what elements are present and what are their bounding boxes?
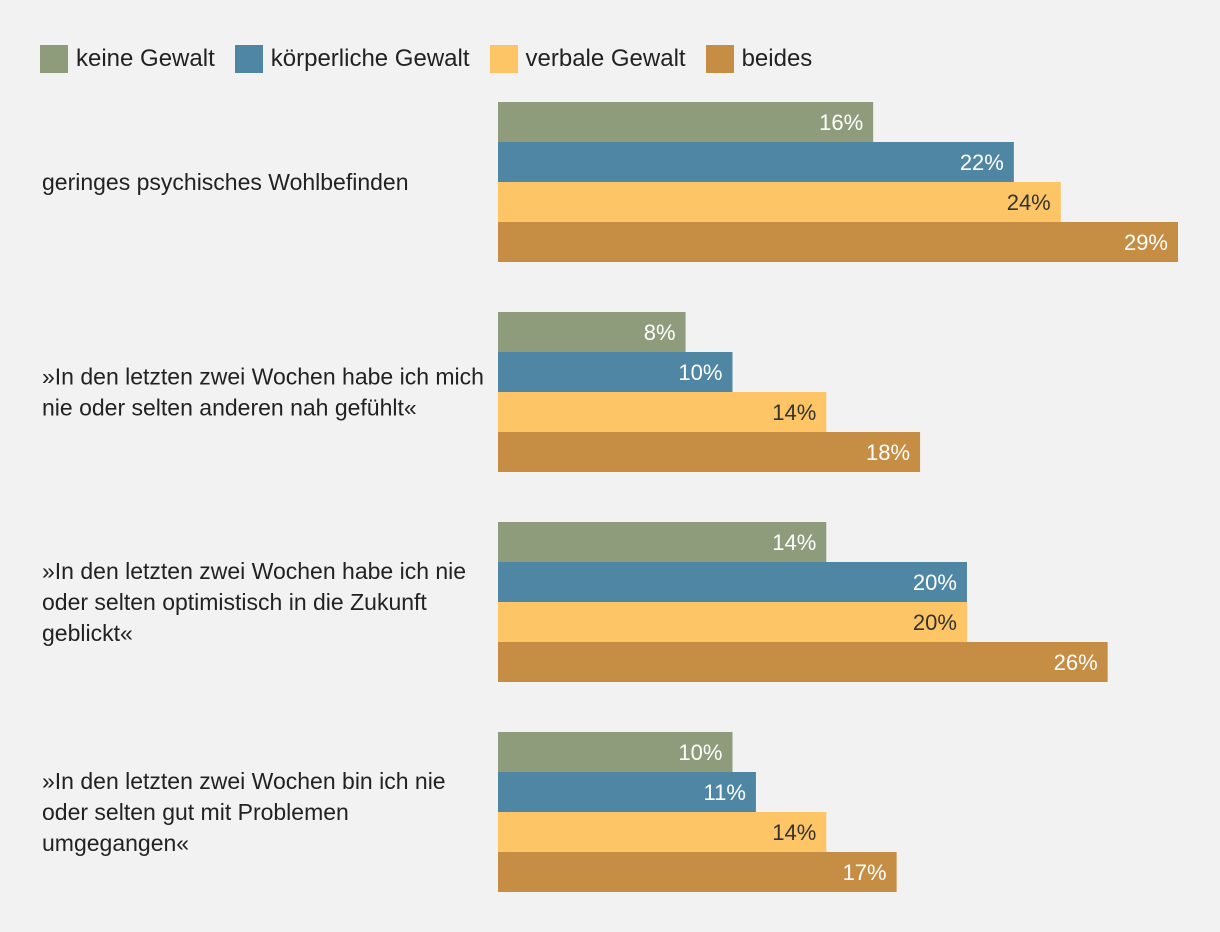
bar-verbale-gewalt-2 — [498, 392, 827, 432]
bar-beides-3 — [498, 642, 1108, 682]
category-label-line: »In den letzten zwei Wochen habe ich mic… — [42, 364, 484, 390]
legend-swatch-koerperliche-gewalt — [234, 45, 263, 73]
bar-verbale-gewalt-3 — [498, 602, 967, 642]
category-label-1: geringes psychisches Wohlbefinden — [42, 169, 409, 195]
legend: keine Gewalt körperliche Gewalt verbale … — [40, 44, 832, 74]
category-label-line: geringes psychisches Wohlbefinden — [42, 169, 409, 195]
bar-verbale-gewalt-1 — [498, 182, 1061, 222]
data-label-verbale-gewalt-3: 20% — [913, 610, 957, 635]
data-label-beides-3: 26% — [1054, 650, 1098, 675]
category-label-line: oder selten gut mit Problemen — [42, 799, 349, 825]
data-label-koerperliche-gewalt-1: 22% — [960, 150, 1004, 175]
data-label-koerperliche-gewalt-3: 20% — [913, 570, 957, 595]
bar-koerperliche-gewalt-1 — [498, 142, 1014, 182]
bar-koerperliche-gewalt-2 — [498, 352, 733, 392]
legend-swatch-verbale-gewalt — [489, 45, 518, 73]
legend-label-beides: beides — [741, 45, 813, 72]
category-label-4: »In den letzten zwei Wochen bin ich nie o… — [42, 768, 446, 856]
category-label-line: nie oder selten anderen nah gefühlt« — [42, 395, 417, 421]
bar-keine-gewalt-1 — [498, 102, 874, 142]
bar-beides-4 — [498, 852, 897, 892]
data-label-keine-gewalt-4: 10% — [678, 740, 722, 765]
legend-label-koerperliche-gewalt: körperliche Gewalt — [270, 45, 470, 72]
data-label-beides-1: 29% — [1124, 230, 1168, 255]
legend-item-beides: beides — [705, 45, 813, 73]
bar-koerperliche-gewalt-3 — [498, 562, 967, 602]
category-label-2: »In den letzten zwei Wochen habe ich mic… — [42, 364, 484, 421]
data-label-koerperliche-gewalt-4: 11% — [704, 780, 746, 805]
legend-swatch-keine-gewalt — [40, 45, 68, 73]
category-label-line: geblickt« — [42, 620, 133, 646]
legend-label-keine-gewalt: keine Gewalt — [76, 45, 215, 72]
data-label-koerperliche-gewalt-2: 10% — [678, 360, 722, 385]
bar-keine-gewalt-3 — [498, 522, 827, 562]
legend-item-verbale-gewalt: verbale Gewalt — [489, 45, 686, 73]
data-label-beides-4: 17% — [843, 860, 887, 885]
category-label-line: umgegangen« — [42, 830, 189, 856]
data-label-verbale-gewalt-1: 24% — [1007, 190, 1051, 215]
category-label-line: oder selten optimistisch in die Zukunft — [42, 589, 427, 615]
category-label-line: »In den letzten zwei Wochen bin ich nie — [42, 768, 446, 794]
data-label-keine-gewalt-1: 16% — [819, 110, 863, 135]
legend-item-koerperliche-gewalt: körperliche Gewalt — [234, 45, 470, 73]
data-label-beides-2: 18% — [866, 440, 910, 465]
legend-item-keine-gewalt: keine Gewalt — [40, 45, 215, 73]
bar-verbale-gewalt-4 — [498, 812, 827, 852]
bar-beides-1 — [498, 222, 1178, 262]
legend-swatch-beides — [705, 45, 734, 73]
legend-label-verbale-gewalt: verbale Gewalt — [525, 45, 686, 72]
bar-beides-2 — [498, 432, 921, 472]
bar-keine-gewalt-4 — [498, 732, 733, 772]
data-label-verbale-gewalt-4: 14% — [772, 820, 816, 845]
bar-keine-gewalt-2 — [498, 312, 686, 352]
data-label-keine-gewalt-3: 14% — [772, 530, 816, 555]
data-label-verbale-gewalt-2: 14% — [772, 400, 816, 425]
bar-koerperliche-gewalt-4 — [498, 772, 756, 812]
category-label-3: »In den letzten zwei Wochen habe ich nie… — [42, 558, 466, 646]
category-label-line: »In den letzten zwei Wochen habe ich nie — [42, 558, 466, 584]
data-label-keine-gewalt-2: 8% — [644, 320, 676, 345]
